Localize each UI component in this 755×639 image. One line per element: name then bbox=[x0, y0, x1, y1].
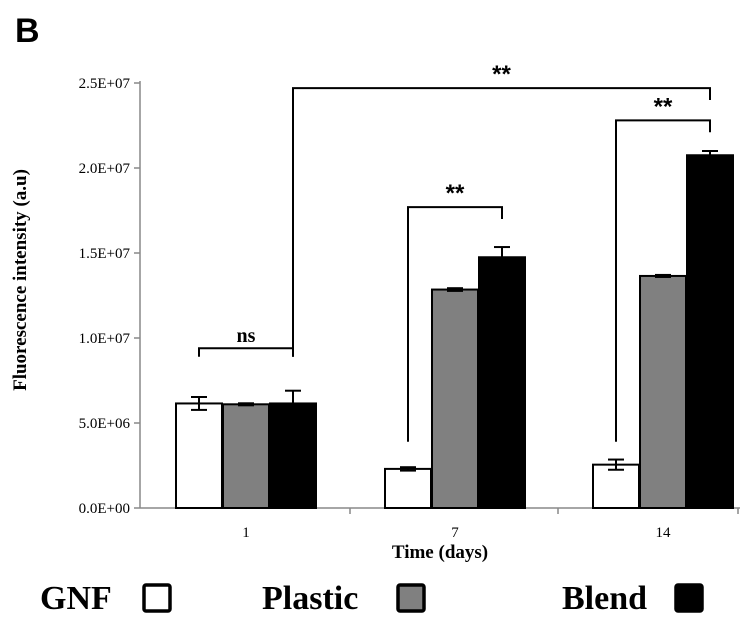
legend-swatch bbox=[142, 583, 172, 613]
significance-bracket bbox=[407, 206, 503, 442]
bar bbox=[639, 274, 687, 510]
y-tick-label: 0.0E+00 bbox=[79, 501, 130, 517]
significance-label: ** bbox=[654, 93, 673, 120]
bar bbox=[431, 288, 479, 509]
bar bbox=[592, 463, 640, 509]
bar bbox=[269, 402, 317, 510]
x-tick-label: 7 bbox=[451, 525, 459, 541]
panel-label: B bbox=[15, 12, 40, 50]
significance-label: ns bbox=[237, 325, 256, 347]
y-tick-label: 5.0E+06 bbox=[79, 416, 131, 432]
y-tick-label: 2.5E+07 bbox=[79, 76, 131, 92]
significance-bracket bbox=[615, 119, 711, 442]
y-axis-title: Fluorescence intensity (a.u) bbox=[10, 169, 31, 391]
legend-label: Blend bbox=[562, 580, 647, 617]
bar bbox=[478, 256, 526, 509]
y-tick-label: 1.0E+07 bbox=[79, 331, 131, 347]
legend-swatch bbox=[674, 583, 704, 613]
bar bbox=[686, 154, 734, 509]
legend-label: Plastic bbox=[262, 580, 358, 617]
significance-bracket bbox=[292, 87, 711, 357]
legend-swatch bbox=[396, 583, 426, 613]
significance-bracket bbox=[198, 347, 294, 357]
significance-label: ** bbox=[492, 61, 511, 88]
y-tick-label: 1.5E+07 bbox=[79, 246, 131, 262]
bar bbox=[175, 402, 223, 510]
x-tick-label: 1 bbox=[242, 525, 250, 541]
legend-label: GNF bbox=[40, 580, 112, 617]
bar bbox=[222, 403, 270, 509]
significance-label: ** bbox=[446, 180, 465, 207]
x-axis-title: Time (days) bbox=[392, 542, 488, 563]
y-tick-label: 2.0E+07 bbox=[79, 161, 131, 177]
bar bbox=[384, 467, 432, 509]
x-tick-label: 14 bbox=[656, 525, 672, 541]
legend: GNF Plastic Blend bbox=[40, 580, 704, 617]
